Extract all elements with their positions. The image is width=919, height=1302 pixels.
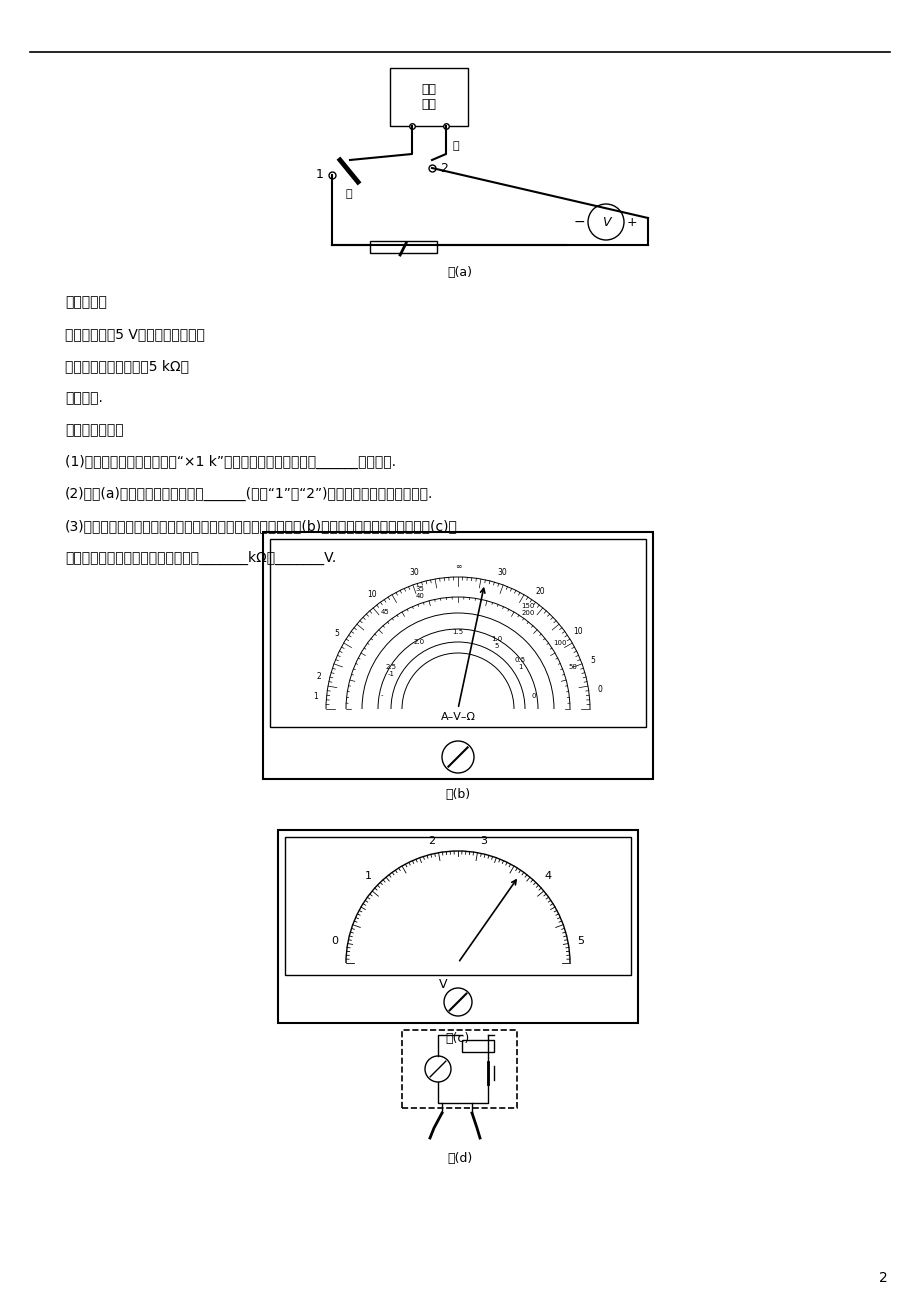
Text: 图(b): 图(b) xyxy=(445,789,470,802)
Text: 2: 2 xyxy=(439,161,448,174)
Text: 2.5
-1: 2.5 -1 xyxy=(385,664,396,677)
Text: 5: 5 xyxy=(334,629,339,638)
Text: 1: 1 xyxy=(316,168,323,181)
Text: 20: 20 xyxy=(535,587,544,596)
Text: 图(c): 图(c) xyxy=(446,1032,470,1046)
Text: 45: 45 xyxy=(380,608,389,615)
Text: (2)将图(a)中多用电表的红表笔和______(选填“1”或“2”)端相连，黑表笔连接另一端.: (2)将图(a)中多用电表的红表笔和______(选填“1”或“2”)端相连，黑… xyxy=(65,487,433,501)
Bar xyxy=(369,241,437,253)
Text: 10: 10 xyxy=(573,626,582,635)
Text: (3)将滑动变阻器的滑片调到适当位置，使多用电表的示数如图(b)所示，这时电压表的示数如图(c)所: (3)将滑动变阻器的滑片调到适当位置，使多用电表的示数如图(b)所示，这时电压表… xyxy=(65,519,458,533)
Text: 100: 100 xyxy=(553,639,566,646)
Text: 0: 0 xyxy=(331,936,338,947)
Text: 2: 2 xyxy=(316,672,321,681)
Text: 2: 2 xyxy=(879,1271,887,1285)
Text: 4: 4 xyxy=(544,871,550,881)
Text: 导线若干.: 导线若干. xyxy=(65,391,103,405)
Bar xyxy=(461,1040,494,1052)
Bar xyxy=(278,829,637,1023)
Text: 2: 2 xyxy=(428,836,435,846)
Text: 1: 1 xyxy=(312,693,318,700)
Text: 滑动变阻器：最大阻倁5 kΩ；: 滑动变阻器：最大阻倁5 kΩ； xyxy=(65,359,188,372)
Bar xyxy=(263,533,652,779)
Text: 电压表：量程5 V，内阵十几千欧；: 电压表：量程5 V，内阵十几千欧； xyxy=(65,327,205,341)
Bar xyxy=(269,539,645,727)
Text: V: V xyxy=(438,979,447,992)
Text: (1)将多用电表挡位调到电阻“×1 k”挡，再将红表笔和黑表笔______，调零点.: (1)将多用电表挡位调到电阻“×1 k”挡，再将红表笔和黑表笔______，调零… xyxy=(65,454,395,469)
Text: 2.0: 2.0 xyxy=(414,639,425,646)
Text: 多用电表；: 多用电表； xyxy=(65,296,107,309)
Text: -: - xyxy=(380,693,383,699)
Circle shape xyxy=(444,988,471,1016)
Text: 3: 3 xyxy=(480,836,487,846)
Text: 1.5: 1.5 xyxy=(452,629,463,635)
Text: A–V–Ω: A–V–Ω xyxy=(440,712,475,723)
Text: 0: 0 xyxy=(596,685,601,694)
Bar xyxy=(285,837,630,975)
Text: V: V xyxy=(601,216,609,228)
Circle shape xyxy=(441,741,473,773)
Text: 1: 1 xyxy=(364,871,371,881)
Text: 5: 5 xyxy=(577,936,584,947)
Text: 1.0
5: 1.0 5 xyxy=(491,635,502,648)
Text: 50: 50 xyxy=(568,664,576,671)
Circle shape xyxy=(425,1056,450,1082)
Text: 0: 0 xyxy=(531,693,536,699)
Text: 35
40: 35 40 xyxy=(415,586,425,599)
Text: 图(d): 图(d) xyxy=(447,1151,472,1164)
Text: 5: 5 xyxy=(589,656,595,664)
Text: 150
200: 150 200 xyxy=(521,603,534,616)
Text: ∞: ∞ xyxy=(454,561,460,570)
Text: 多用
电表: 多用 电表 xyxy=(421,83,436,111)
Text: 图(a): 图(a) xyxy=(447,266,472,279)
Circle shape xyxy=(587,204,623,240)
Bar xyxy=(390,68,468,126)
Text: 红: 红 xyxy=(452,141,460,151)
Text: −: − xyxy=(573,215,584,229)
Text: 10: 10 xyxy=(367,590,377,599)
Text: 30: 30 xyxy=(408,569,418,578)
Text: 30: 30 xyxy=(497,569,506,578)
Text: 回答下列问题：: 回答下列问题： xyxy=(65,423,123,437)
Text: +: + xyxy=(627,216,637,228)
Text: 黑: 黑 xyxy=(346,189,352,199)
Text: 0.5
1: 0.5 1 xyxy=(514,658,526,671)
Bar xyxy=(403,1030,516,1108)
Text: 示．多用电表和电压表的读数分别为_______kΩ和_______V.: 示．多用电表和电压表的读数分别为_______kΩ和_______V. xyxy=(65,551,335,565)
